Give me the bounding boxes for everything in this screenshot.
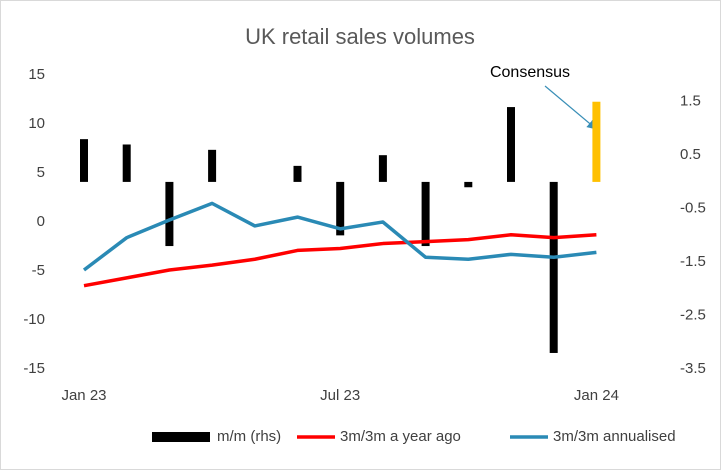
y-tick-label: -5 <box>32 262 45 279</box>
chart-title: UK retail sales volumes <box>245 24 475 49</box>
y2-tick-label: 1.5 <box>680 93 701 110</box>
annotation-arrow <box>544 85 597 130</box>
bar <box>165 181 174 247</box>
y2-tick-label: -1.5 <box>680 253 706 270</box>
legend-swatch <box>152 432 210 442</box>
bar <box>122 144 131 182</box>
bar <box>378 155 387 182</box>
y-tick-label: 15 <box>28 66 45 83</box>
bar <box>549 181 558 353</box>
y2-tick-label: 0.5 <box>680 146 701 163</box>
y-tick-label: 0 <box>37 213 45 230</box>
line <box>83 232 597 288</box>
legend-label: m/m (rhs) <box>217 428 281 445</box>
y-tick-label: -10 <box>23 311 45 328</box>
bar <box>336 181 345 236</box>
legend-label: 3m/3m a year ago <box>340 428 461 445</box>
y-tick-label: 10 <box>28 115 45 132</box>
bar <box>80 139 88 182</box>
annotation: Consensus <box>490 64 570 81</box>
y2-tick-label: -3.5 <box>680 360 706 377</box>
legend-label: 3m/3m annualised <box>553 428 676 445</box>
bar <box>592 101 601 182</box>
x-tick-label: Jan 23 <box>61 387 106 404</box>
bar <box>421 181 430 247</box>
y-tick-label: -15 <box>23 360 45 377</box>
bar <box>293 165 302 182</box>
line <box>82 201 597 272</box>
bar <box>507 107 515 182</box>
bar <box>464 181 473 188</box>
y2-tick-label: -2.5 <box>680 307 706 324</box>
bar <box>208 149 217 182</box>
x-tick-label: Jan 24 <box>574 387 619 404</box>
x-tick-label: Jul 23 <box>320 387 360 404</box>
y-tick-label: 5 <box>37 164 45 181</box>
y2-tick-label: -0.5 <box>680 200 706 217</box>
